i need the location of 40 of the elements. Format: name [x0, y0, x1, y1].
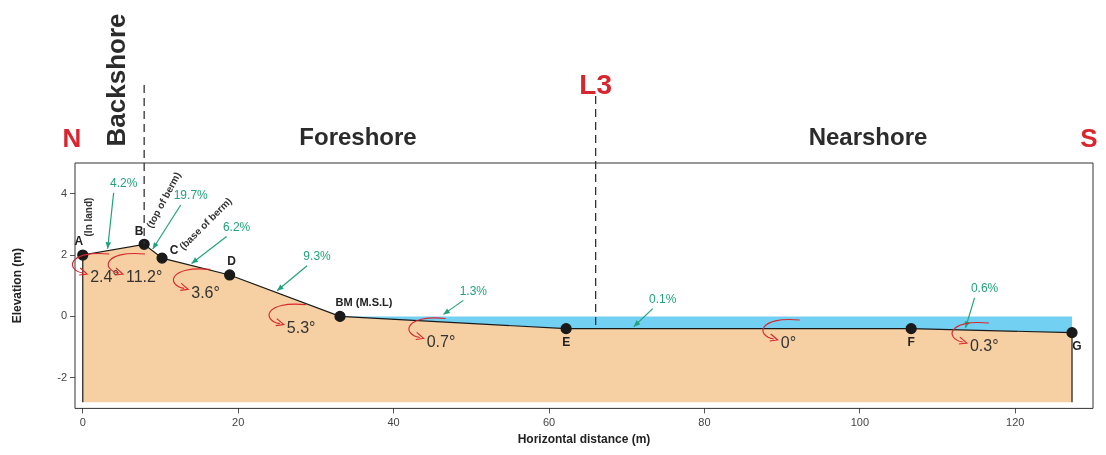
- y-tick-label: 4: [60, 186, 67, 199]
- annotation: (In land): [82, 197, 94, 237]
- y-axis-title: Elevation (m): [9, 248, 24, 324]
- y-tick-label: 0: [60, 309, 67, 322]
- annotation: 0.6%: [970, 281, 999, 296]
- data-label: D: [227, 254, 237, 269]
- data-label: B: [134, 223, 144, 238]
- annotation: 0.3°: [969, 337, 999, 355]
- ref-line-label: L3: [579, 68, 612, 100]
- x-tick-label: 60: [542, 416, 556, 429]
- data-label: E: [562, 334, 571, 349]
- annotation: 9.3%: [303, 249, 332, 264]
- x-tick-label: 120: [1006, 416, 1025, 429]
- annotation: 0.1%: [649, 291, 677, 306]
- annotation: 11.2°: [125, 268, 163, 286]
- text: Backshore: [101, 13, 132, 147]
- annotation: 0°: [780, 334, 797, 352]
- annotation: 5.3°: [286, 319, 316, 337]
- data-label: BM (M.S.L): [335, 296, 393, 309]
- annotation: 3.6°: [191, 283, 220, 301]
- text: N: [62, 123, 82, 154]
- data-label: A: [74, 234, 84, 249]
- data-label: F: [907, 334, 915, 349]
- text: S: [1080, 123, 1098, 154]
- x-axis-title: Horizontal distance (m): [517, 432, 651, 447]
- text: Foreshore: [299, 122, 417, 150]
- text: Nearshore: [808, 122, 928, 150]
- y-tick-label: 2: [60, 248, 67, 261]
- annotation: 0.7°: [426, 332, 456, 350]
- annotation: 1.3%: [459, 283, 488, 298]
- annotation: 2.4°: [90, 268, 119, 286]
- data-label: C: [169, 243, 179, 258]
- x-tick-label: 100: [850, 416, 870, 429]
- annotation: 6.2%: [222, 219, 251, 234]
- y-tick-label: -2: [57, 370, 67, 383]
- x-tick-label: 40: [387, 416, 400, 429]
- x-tick-label: 80: [698, 416, 711, 429]
- x-tick-label: 0: [79, 416, 86, 429]
- annotation: 4.2%: [109, 176, 138, 191]
- x-tick-label: 20: [232, 416, 245, 429]
